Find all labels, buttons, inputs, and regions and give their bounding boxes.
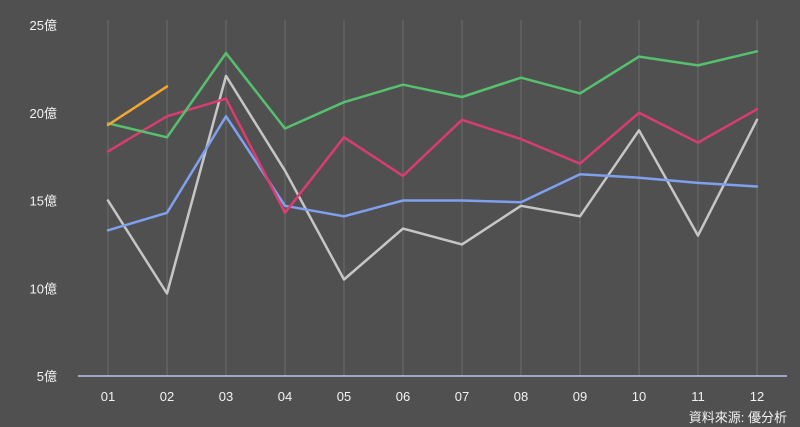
x-tick-label: 07 (455, 389, 469, 404)
x-tick-label: 08 (514, 389, 528, 404)
series-3 (106, 50, 759, 139)
series-line (106, 97, 759, 215)
series-line (106, 85, 169, 127)
series-line (106, 50, 759, 139)
series-line (106, 115, 759, 232)
tick-labels: 25億 20億 15億 10億 5億 01 02 03 04 05 06 07 08 09 10 11 12 (30, 18, 765, 404)
x-tick-label: 05 (337, 389, 351, 404)
y-tick-label: 25億 (30, 18, 57, 33)
series-0 (106, 74, 759, 295)
x-tick-label: 09 (573, 389, 587, 404)
y-tick-label: 5億 (37, 369, 57, 384)
y-tick-label: 10億 (30, 281, 57, 296)
x-tick-label: 11 (691, 389, 705, 404)
series-4 (106, 85, 169, 127)
y-tick-label: 20億 (30, 106, 57, 121)
source-note: 資料來源: 優分析 (689, 410, 787, 425)
series (106, 50, 759, 295)
x-tick-label: 04 (278, 389, 292, 404)
x-tick-label: 06 (396, 389, 410, 404)
series-2 (106, 97, 759, 215)
x-tick-label: 12 (750, 389, 764, 404)
x-tick-label: 10 (632, 389, 646, 404)
gridlines (107, 20, 758, 376)
series-1 (106, 115, 759, 232)
x-tick-label: 03 (219, 389, 233, 404)
y-tick-label: 15億 (30, 194, 57, 209)
x-tick-label: 02 (160, 389, 174, 404)
x-tick-label: 01 (101, 389, 115, 404)
series-line (106, 74, 759, 295)
